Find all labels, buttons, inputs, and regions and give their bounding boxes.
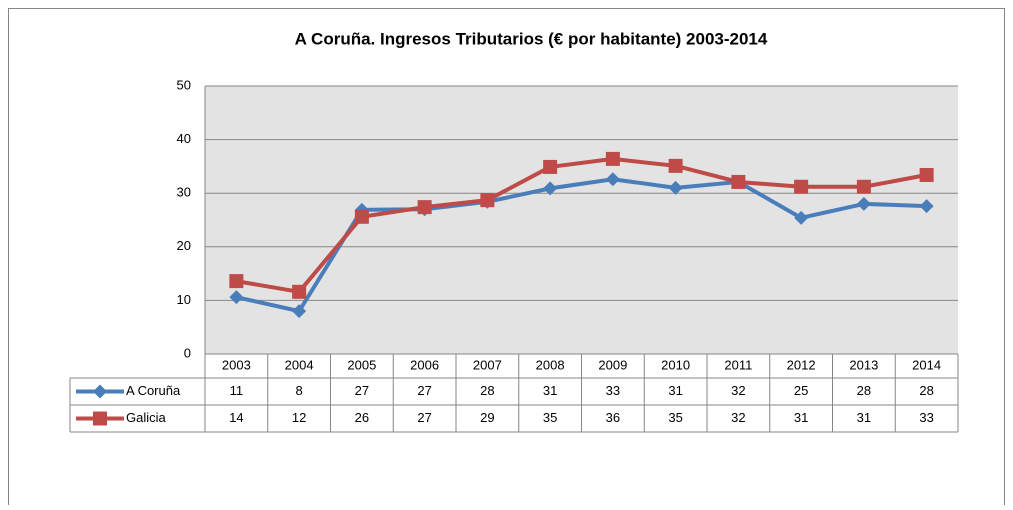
- point: [919, 199, 934, 214]
- x-tick-label: 2009: [598, 357, 627, 372]
- x-tick-label: 2010: [661, 357, 690, 372]
- y-tick-label: 0: [184, 345, 191, 360]
- y-tick-label: 50: [177, 77, 191, 92]
- data-label: 31: [857, 410, 871, 425]
- x-tick-label: 2013: [849, 357, 878, 372]
- x-tick-label: 2004: [285, 357, 314, 372]
- point: [229, 274, 244, 289]
- x-tick-label: 2003: [222, 357, 251, 372]
- point: [417, 200, 432, 215]
- point: [292, 304, 307, 319]
- data-label: 29: [480, 410, 494, 425]
- point: [668, 180, 683, 195]
- data-label: 28: [857, 383, 871, 398]
- y-tick-label: 10: [177, 292, 191, 307]
- x-tick-label: 2008: [536, 357, 565, 372]
- y-tick-label: 40: [177, 131, 191, 146]
- point: [794, 179, 809, 194]
- data-label: 27: [417, 383, 431, 398]
- data-label: 12: [292, 410, 306, 425]
- x-tick-label: 2007: [473, 357, 502, 372]
- data-label: 33: [606, 383, 620, 398]
- data-label: 28: [480, 383, 494, 398]
- data-label: 36: [606, 410, 620, 425]
- data-label: 27: [355, 383, 369, 398]
- x-tick-label: 2005: [347, 357, 376, 372]
- data-label: 27: [417, 410, 431, 425]
- point: [731, 174, 746, 189]
- x-tick-label: 2006: [410, 357, 439, 372]
- line: [236, 156, 927, 294]
- data-label: 28: [919, 383, 933, 398]
- point: [292, 284, 307, 299]
- point: [605, 172, 620, 187]
- data-label: 32: [731, 383, 745, 398]
- point: [856, 196, 871, 211]
- point: [605, 151, 620, 166]
- point: [856, 179, 871, 194]
- legend-marker: [93, 411, 107, 426]
- point: [543, 159, 558, 174]
- point: [543, 181, 558, 196]
- point: [480, 193, 495, 208]
- data-label: 35: [543, 410, 557, 425]
- point: [668, 158, 683, 173]
- data-label: 25: [794, 383, 808, 398]
- data-label: 33: [919, 410, 933, 425]
- x-tick-label: 2011: [724, 357, 752, 372]
- plot-area: [205, 86, 958, 354]
- point: [794, 210, 809, 225]
- data-label: 8: [296, 383, 303, 398]
- x-tick-label: 2012: [787, 357, 816, 372]
- point: [354, 209, 369, 224]
- legend-label: A Coruña: [126, 383, 181, 398]
- chart-title: A Coruña. Ingresos Tributarios (€ por ha…: [295, 29, 768, 48]
- x-tick-label: 2014: [912, 357, 941, 372]
- data-label: 31: [543, 383, 557, 398]
- data-label: 31: [794, 410, 808, 425]
- data-label: 11: [230, 383, 244, 398]
- data-label: 35: [668, 410, 682, 425]
- point: [919, 167, 934, 182]
- point: [229, 290, 244, 305]
- y-tick-label: 20: [177, 238, 191, 253]
- data-label: 14: [229, 410, 243, 425]
- legend-marker: [93, 384, 107, 399]
- data-label: 26: [355, 410, 369, 425]
- y-tick-label: 30: [177, 185, 191, 200]
- legend-label: Galicia: [126, 410, 167, 425]
- data-label: 32: [731, 410, 745, 425]
- data-label: 31: [668, 383, 682, 398]
